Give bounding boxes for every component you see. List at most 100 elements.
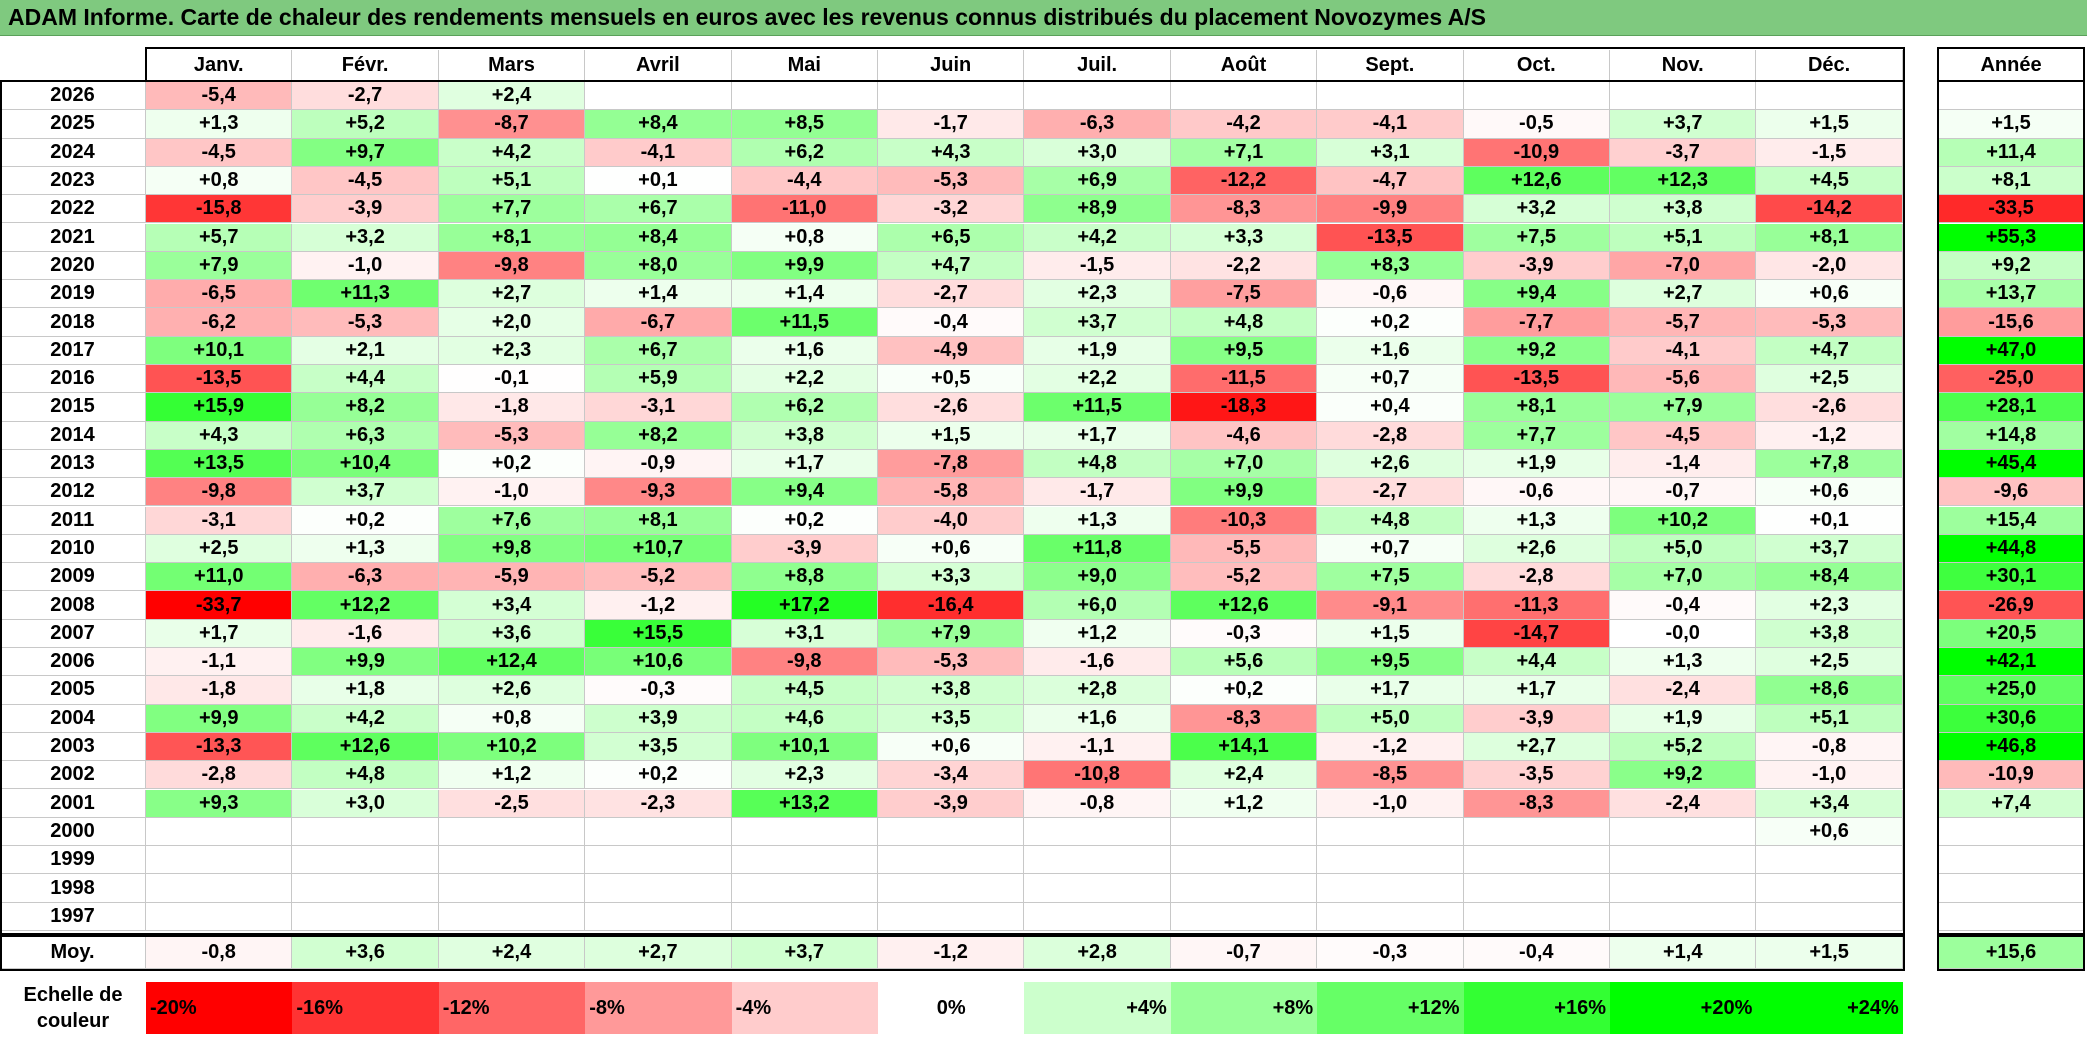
heatmap-cell: [1463, 817, 1610, 847]
heatmap-cell: -0,9: [585, 449, 732, 479]
year-column-header: Année: [1938, 50, 2085, 82]
heatmap-cell: -4,2: [1170, 110, 1318, 139]
heatmap-cell: +6,2: [731, 393, 878, 422]
heatmap-cell: +10,1: [146, 336, 293, 365]
heatmap-cell: +2,7: [438, 280, 586, 309]
heatmap-cell: +2,0: [438, 308, 586, 337]
heatmap-cell: +12,2: [292, 591, 439, 620]
heatmap-cell: [438, 817, 586, 847]
heatmap-cell: [438, 874, 586, 903]
annual-cell: -25,0: [1938, 365, 2085, 394]
heatmap-cell: -8,7: [438, 110, 586, 139]
average-cell: -1,2: [878, 937, 1025, 969]
row-year-label: 2015: [0, 393, 146, 422]
heatmap-cell: +4,5: [731, 676, 878, 705]
heatmap-cell: +10,7: [585, 534, 732, 564]
color-scale-swatch: -16%: [292, 982, 439, 1034]
heatmap-cell: +8,6: [1756, 676, 1903, 705]
heatmap-cell: [1024, 902, 1171, 931]
heatmap-cell: +8,4: [1756, 563, 1903, 592]
heatmap-cell: +1,9: [1463, 449, 1610, 479]
heatmap-cell: +4,7: [878, 251, 1025, 281]
column-header: Mars: [438, 50, 586, 82]
annual-cell: [1938, 902, 2085, 931]
heatmap-cell: +4,8: [1170, 308, 1318, 337]
heatmap-cell: -11,3: [1463, 591, 1610, 620]
annual-cell: [1938, 817, 2085, 847]
annual-cell: -9,6: [1938, 478, 2085, 507]
average-label: Moy.: [0, 937, 146, 969]
heatmap-cell: -6,5: [146, 280, 293, 309]
heatmap-cell: -1,4: [1610, 449, 1757, 479]
heatmap-cell: -5,8: [878, 478, 1025, 507]
heatmap-cell: -0,4: [878, 308, 1025, 337]
heatmap-cell: [438, 846, 586, 875]
heatmap-cell: +9,9: [1170, 478, 1318, 507]
color-scale-swatch: +24%: [1756, 982, 1903, 1034]
column-header: Janv.: [146, 50, 293, 82]
annual-cell: +7,4: [1938, 789, 2085, 818]
heatmap-cell: +17,2: [731, 591, 878, 620]
heatmap-cell: +4,5: [1756, 166, 1903, 196]
heatmap-cell: [438, 902, 586, 931]
row-year-label: 2005: [0, 676, 146, 705]
heatmap-cell: +5,1: [1610, 223, 1757, 252]
heatmap-cell: -4,7: [1317, 166, 1464, 196]
heatmap-cell: +1,5: [1317, 619, 1464, 648]
heatmap-cell: -1,8: [146, 676, 293, 705]
heatmap-cell: +2,5: [1756, 365, 1903, 394]
heatmap-cell: +2,5: [146, 534, 293, 564]
heatmap-cell: [731, 846, 878, 875]
heatmap-cell: +3,8: [1610, 195, 1757, 224]
color-scale-label-line2: couleur: [36, 1010, 110, 1032]
heatmap-cell: [1756, 82, 1903, 111]
heatmap-cell: -1,6: [1024, 648, 1171, 677]
heatmap-cell: -5,3: [292, 308, 439, 337]
annual-cell: -26,9: [1938, 591, 2085, 620]
heatmap-cell: -1,1: [1024, 732, 1171, 762]
heatmap-cell: +3,7: [1024, 308, 1171, 337]
heatmap-cell: +6,5: [878, 223, 1025, 252]
heatmap-cell: +9,4: [731, 478, 878, 507]
heatmap-cell: -9,3: [585, 478, 732, 507]
heatmap-cell: -1,5: [1024, 251, 1171, 281]
heatmap-cell: +1,9: [1610, 704, 1757, 733]
row-year-label: 2025: [0, 110, 146, 139]
annual-cell: +47,0: [1938, 336, 2085, 365]
average-cell: +1,5: [1756, 937, 1903, 969]
heatmap-cell: +8,8: [731, 563, 878, 592]
heatmap-cell: -5,6: [1610, 365, 1757, 394]
heatmap-cell: -4,1: [1317, 110, 1464, 139]
heatmap-cell: +12,6: [1463, 166, 1610, 196]
heatmap-cell: +7,1: [1170, 138, 1318, 167]
heatmap-cell: -13,3: [146, 732, 293, 762]
heatmap-cell: +0,5: [878, 365, 1025, 394]
heatmap-cell: +12,4: [438, 648, 586, 677]
heatmap-cell: +5,6: [1170, 648, 1318, 677]
row-year-label: 2020: [0, 251, 146, 281]
heatmap-cell: -0,3: [585, 676, 732, 705]
heatmap-cell: +4,3: [146, 421, 293, 450]
heatmap-cell: +1,3: [146, 110, 293, 139]
heatmap-cell: -2,8: [1463, 563, 1610, 592]
heatmap-cell: +2,7: [1610, 280, 1757, 309]
annual-cell: +11,4: [1938, 138, 2085, 167]
heatmap-cell: +4,7: [1756, 336, 1903, 365]
heatmap-cell: +9,0: [1024, 563, 1171, 592]
heatmap-cell: [146, 846, 293, 875]
heatmap-cell: -3,9: [731, 534, 878, 564]
row-year-label: 2007: [0, 619, 146, 648]
heatmap-cell: +12,3: [1610, 166, 1757, 196]
heatmap-cell: -2,4: [1610, 676, 1757, 705]
heatmap-cell: +0,7: [1317, 365, 1464, 394]
heatmap-cell: -4,0: [878, 506, 1025, 535]
color-scale-swatch: 0%: [878, 982, 1025, 1034]
average-cell: -0,8: [146, 937, 293, 969]
heatmap-cell: -2,6: [1756, 393, 1903, 422]
heatmap-cell: [1463, 874, 1610, 903]
row-year-label: 2008: [0, 591, 146, 620]
heatmap-cell: +8,4: [585, 223, 732, 252]
heatmap-cell: +5,2: [1610, 732, 1757, 762]
heatmap-cell: +9,5: [1170, 336, 1318, 365]
